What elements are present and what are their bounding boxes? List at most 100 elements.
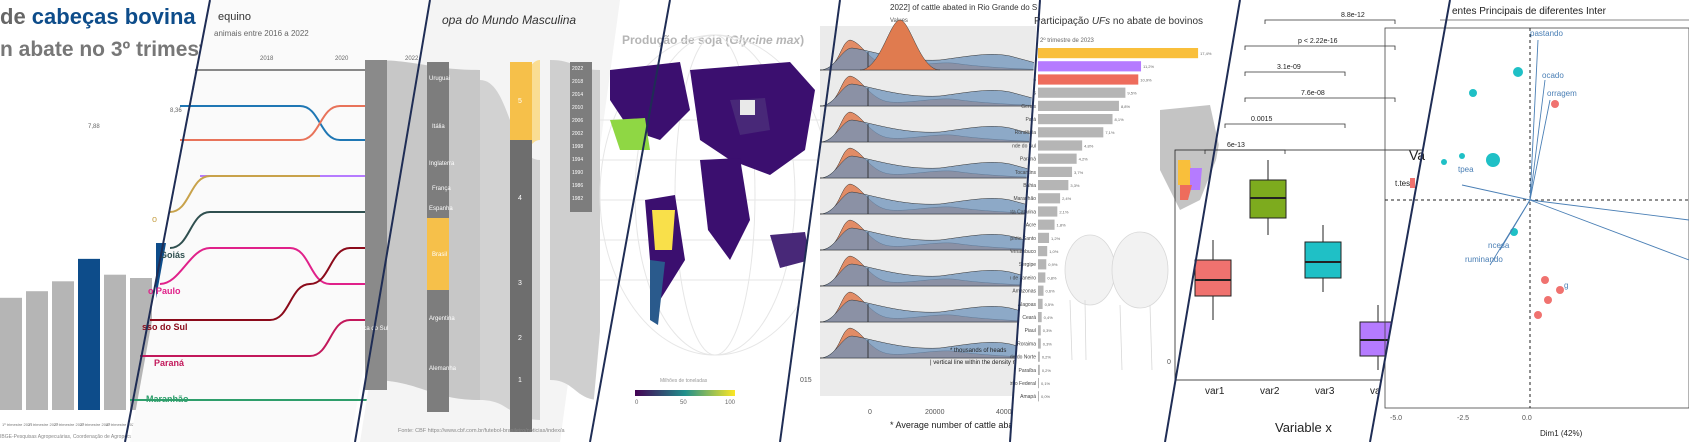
uf-category-label: Tocantins — [1015, 170, 1037, 176]
country-label: Inglaterra — [429, 161, 455, 167]
pca-var-labels: pastando ocado orragem tpea ncesa rumina… — [1458, 29, 1577, 290]
uf-value-label: 1,8% — [1057, 223, 1067, 228]
uf-value-label: 0,5% — [1045, 302, 1055, 307]
worldcup-svg: opa do Mundo Masculina rica do Sul Urugu… — [360, 0, 620, 442]
pca-xtick: 0.0 — [1522, 415, 1532, 422]
uf-bar — [1038, 259, 1047, 270]
uf-value-label: 10,9% — [1140, 77, 1152, 82]
uf-category-label: Distrito Federal — [1010, 381, 1036, 387]
uf-category-label: Rio Grande do Norte — [1010, 355, 1036, 361]
ridge-top-orange — [859, 19, 941, 71]
uf-bar — [1038, 378, 1039, 389]
pca-left-label: Va — [1409, 147, 1425, 163]
uf-value-label: 0,3% — [1043, 328, 1053, 333]
alluvial-flows — [370, 60, 600, 420]
rank-label: 5 — [518, 98, 522, 105]
uf-bar — [1038, 285, 1044, 296]
uf-category-label: Gerais — [1021, 104, 1036, 110]
uf-category-label: Rondônia — [1015, 130, 1037, 136]
box-xtick: var3 — [1315, 386, 1335, 397]
pca-xtick: -5.0 — [1390, 415, 1402, 422]
uf-value-label: 3,7% — [1074, 170, 1084, 175]
legend-key — [1410, 178, 1415, 188]
year-label: 2002 — [572, 131, 583, 137]
ridgeline-ytick: 015 — [800, 377, 812, 384]
pvalue: 6e-13 — [1227, 142, 1245, 149]
left-axis-label: rica do Sul — [360, 326, 388, 332]
uf-value-label: 0,2% — [1042, 368, 1052, 373]
rank-label: 1 — [518, 377, 522, 384]
pvalue: 3.1e-09 — [1277, 64, 1301, 71]
uf-category-label: Sergipe — [1019, 262, 1036, 268]
pvalue: 0.0015 — [1251, 116, 1273, 123]
ridgeline-title: 2022] of cattle abated in Rio Grande do … — [890, 3, 1044, 12]
panel-worldcup-alluvial: opa do Mundo Masculina rica do Sul Urugu… — [360, 0, 620, 442]
uf-category-label: Roraima — [1017, 341, 1036, 347]
uf-bar — [1038, 246, 1048, 257]
uf-bar — [1038, 232, 1050, 243]
box-xtick: var1 — [1205, 386, 1225, 397]
rank-labels: 5 4 3 2 1 — [518, 98, 522, 384]
uf-category-label: Rio de Janeiro — [1010, 275, 1036, 281]
uf-value-label: 0,3% — [1043, 341, 1053, 346]
uf-value-label: 0,4% — [1044, 315, 1054, 320]
uf-bar — [1038, 87, 1126, 98]
uf-category-label: o — [1033, 77, 1036, 83]
rank-highlight — [510, 62, 532, 140]
year-label: 1994 — [572, 157, 583, 163]
equino-title: equino — [218, 11, 251, 23]
rank-axis — [510, 62, 532, 432]
state-label-sao-paulo: o Paulo — [148, 286, 181, 296]
year-label: 2010 — [572, 105, 583, 111]
uf-title: Participação UFs no abate de bovinos — [1034, 16, 1203, 27]
var-label: ocado — [1542, 71, 1564, 80]
year-axis — [570, 62, 592, 212]
uf-bar — [1038, 391, 1039, 402]
quarter-label: 2º trimestre 2022 — [54, 422, 85, 427]
state-label-goias: Goiás — [160, 250, 185, 260]
bar-label-7-88: 7,88 — [88, 124, 100, 130]
ridgeline-xlabel: * Average number of cattle abated — [890, 420, 1026, 430]
uf-category-label: Amazonas — [1012, 289, 1036, 295]
country-label: Espanha — [429, 206, 453, 212]
uf-value-label: 3,3% — [1070, 183, 1080, 188]
pca-points — [1441, 67, 1564, 319]
year-label: 2022 — [572, 66, 583, 72]
uf-bar — [1038, 140, 1083, 151]
pvalue: 7.6e-08 — [1301, 90, 1325, 97]
uf-category-label: Ceará — [1022, 315, 1036, 321]
box-ytick: 0 — [1167, 359, 1171, 366]
uf-value-label: 8,1% — [1115, 117, 1125, 122]
uf-value-label: 0,1% — [1041, 381, 1051, 386]
uf-value-label: 11,2% — [1143, 64, 1154, 69]
bovine-bar — [52, 281, 74, 410]
uf-bar — [1038, 364, 1040, 375]
pvalue: 8.8e-12 — [1341, 12, 1365, 19]
uf-value-label: 0,0% — [1041, 394, 1051, 399]
soy-legend-bar — [635, 390, 735, 396]
panel-pca: entes Principais de diferentes Inter Va — [1370, 0, 1689, 442]
bovine-footer: IBGE-Pesquisas Agropecuárias, Coordenaçã… — [0, 434, 175, 440]
uf-value-label: 4,2% — [1079, 157, 1089, 162]
pca-arrows — [1461, 39, 1689, 266]
quarter-label: 1º trimestre 2021 — [2, 422, 33, 427]
worldcup-title: opa do Mundo Masculina — [442, 13, 576, 27]
soy-legend-label: Milhões de toneladas — [660, 378, 708, 384]
state-label-ms: sso do Sul — [142, 322, 188, 332]
uf-bar — [1038, 312, 1042, 323]
var-label: ruminando — [1465, 255, 1503, 264]
uf-bar — [1038, 74, 1139, 85]
year-label: 1998 — [572, 144, 583, 150]
uf-bar — [1038, 193, 1061, 204]
uf-value-label: 2,1% — [1059, 209, 1069, 214]
pca-title: entes Principais de diferentes Inter — [1452, 6, 1607, 17]
uf-bar — [1038, 180, 1069, 191]
year-label: 2006 — [572, 118, 583, 124]
quarter-label: 3º trimestre 2022 — [80, 422, 111, 427]
worldcup-footer: Fonte: CBF https://www.cbf.com.br/futebo… — [398, 428, 566, 434]
uf-bar — [1038, 351, 1040, 362]
rank-label: 2 — [518, 335, 522, 342]
bovine-bar — [0, 297, 22, 410]
uf-value-label: 8,8% — [1121, 104, 1131, 109]
pvalue: p < 2.22e-16 — [1298, 38, 1338, 45]
